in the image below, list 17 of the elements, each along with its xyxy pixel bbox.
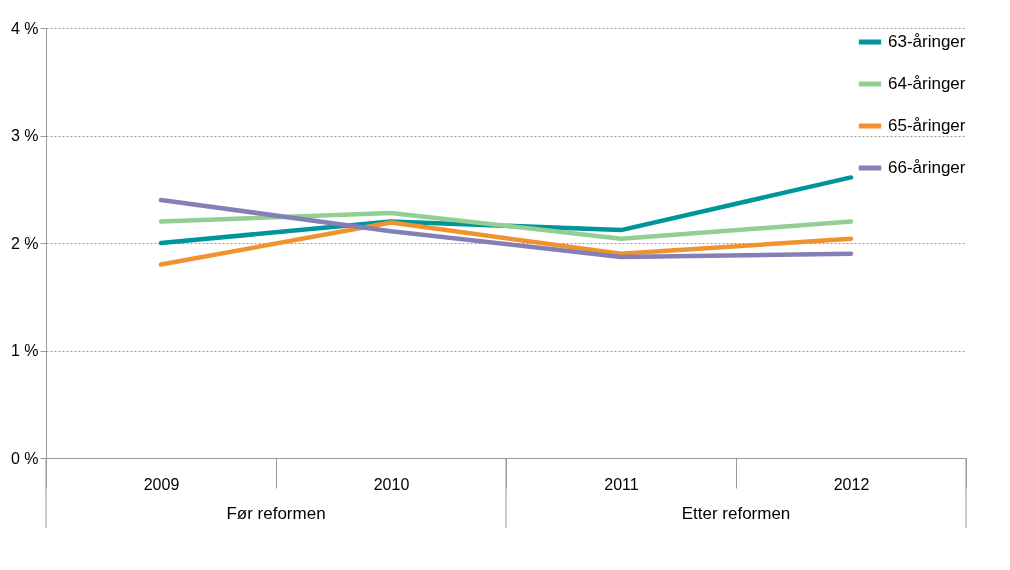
y-tick-label: 3 % (10, 127, 39, 144)
legend-label: 66-åringer (888, 158, 966, 177)
line-series (158, 220, 854, 267)
legend-label: 64-åringer (888, 74, 966, 93)
y-tick-label: 4 % (10, 19, 39, 37)
y-tick-label: 2 % (10, 234, 39, 252)
y-tick-label: 0 % (10, 449, 39, 467)
legend-label: 65-åringer (888, 116, 966, 135)
x-tick-label: 2011 (604, 475, 639, 493)
x-tick-label: 2010 (373, 475, 410, 493)
y-tick-label: 1 % (10, 342, 39, 359)
x-tick-label: 2009 (143, 475, 180, 493)
text: Etter reformen (681, 504, 791, 523)
line-series (158, 197, 854, 260)
x-tick-label: 2012 (833, 475, 870, 493)
legend-label: 63-åringer (888, 32, 966, 51)
text: Før reformen (226, 504, 326, 523)
